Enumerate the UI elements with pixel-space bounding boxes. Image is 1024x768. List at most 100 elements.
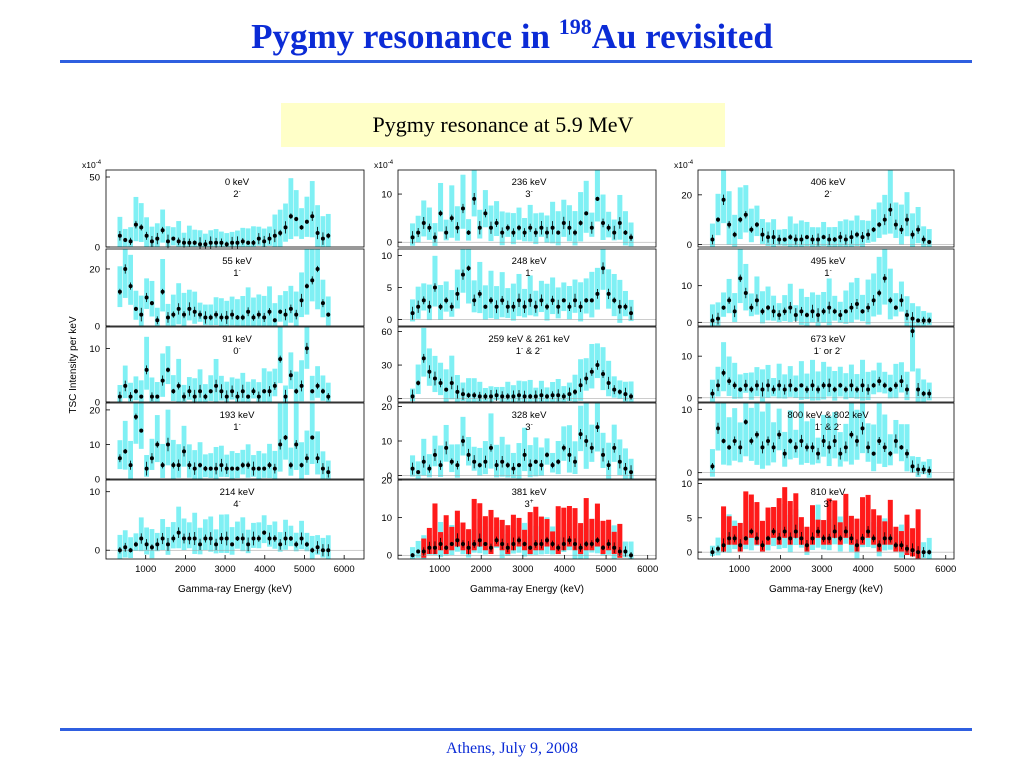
data-point — [782, 237, 787, 242]
data-point — [438, 211, 443, 216]
exponent-label: x10-4 — [374, 160, 394, 170]
error-band — [235, 453, 240, 479]
data-point — [601, 372, 606, 377]
data-point — [849, 432, 854, 437]
level-energy-label: 810 keV — [811, 487, 847, 498]
data-point — [272, 318, 277, 323]
data-point — [283, 435, 288, 440]
data-point — [256, 536, 261, 541]
data-point — [472, 298, 477, 303]
data-point — [877, 379, 882, 384]
pygmy-band — [748, 494, 754, 538]
data-point — [921, 550, 926, 555]
data-point — [310, 278, 315, 283]
data-point — [219, 315, 224, 320]
y-tick-label: 0 — [95, 475, 100, 486]
error-band — [561, 426, 567, 461]
data-point — [165, 367, 170, 372]
data-point — [533, 304, 538, 309]
error-band — [251, 226, 256, 247]
data-point — [816, 529, 821, 534]
data-point — [827, 536, 832, 541]
data-point — [299, 536, 304, 541]
y-tick-label: 0 — [687, 240, 692, 251]
data-point — [182, 312, 187, 317]
data-point — [246, 463, 251, 468]
data-point — [732, 383, 737, 388]
data-point — [617, 389, 622, 394]
data-point — [315, 383, 320, 388]
error-band — [293, 291, 299, 326]
data-point — [623, 466, 628, 471]
spin-value: 1 — [233, 422, 238, 433]
data-point — [444, 230, 449, 235]
x-tick-label: 3000 — [512, 564, 533, 575]
data-point — [133, 222, 138, 227]
error-band — [170, 227, 176, 246]
data-point — [149, 545, 154, 550]
pygmy-band — [494, 517, 500, 547]
error-band — [466, 249, 472, 304]
level-energy-label: 495 keV — [811, 256, 847, 267]
error-band — [415, 461, 421, 479]
data-point — [477, 291, 482, 296]
data-point — [766, 383, 771, 388]
data-point — [410, 235, 415, 240]
data-point — [240, 389, 245, 394]
pygmy-band — [871, 509, 877, 545]
data-point — [612, 387, 617, 392]
pygmy-band — [516, 517, 522, 547]
data-point — [310, 389, 315, 394]
error-band — [715, 193, 721, 236]
spin-value: 3 — [525, 189, 530, 200]
pygmy-band — [510, 514, 516, 551]
error-band — [898, 204, 904, 245]
pygmy-band — [737, 522, 743, 552]
parity-sign: + — [829, 498, 833, 505]
error-band — [240, 449, 246, 475]
data-point — [139, 225, 144, 230]
data-point — [556, 545, 561, 550]
data-point — [144, 466, 149, 471]
data-point — [455, 291, 460, 296]
exponent-sup: -4 — [388, 160, 394, 166]
data-point — [483, 394, 488, 399]
y-tick-label: 10 — [381, 437, 392, 448]
error-band — [893, 293, 899, 317]
data-point — [860, 383, 865, 388]
data-point — [123, 545, 128, 550]
data-point — [749, 305, 754, 310]
data-point — [256, 394, 261, 399]
data-point — [251, 466, 256, 471]
error-band — [309, 181, 315, 238]
data-point — [595, 538, 600, 543]
data-point — [320, 548, 325, 553]
data-point — [766, 305, 771, 310]
error-band — [793, 375, 799, 398]
error-band — [572, 374, 578, 402]
data-point — [617, 220, 622, 225]
error-band — [293, 190, 299, 237]
data-point — [838, 235, 843, 240]
error-band — [293, 403, 299, 470]
level-energy-label: 406 keV — [811, 177, 847, 188]
error-band — [921, 379, 927, 402]
data-point — [888, 298, 893, 303]
data-point — [738, 387, 743, 392]
data-point — [262, 530, 267, 535]
data-point — [727, 536, 732, 541]
error-band — [149, 280, 155, 317]
data-point — [584, 541, 589, 546]
y-tick-label: 10 — [89, 440, 100, 451]
error-band — [261, 515, 267, 544]
error-band — [160, 353, 166, 397]
error-band — [410, 547, 416, 559]
data-point — [304, 284, 309, 289]
data-point — [617, 549, 622, 554]
data-point — [528, 394, 533, 399]
data-point — [416, 470, 421, 475]
data-point — [550, 298, 555, 303]
data-point — [882, 276, 887, 281]
